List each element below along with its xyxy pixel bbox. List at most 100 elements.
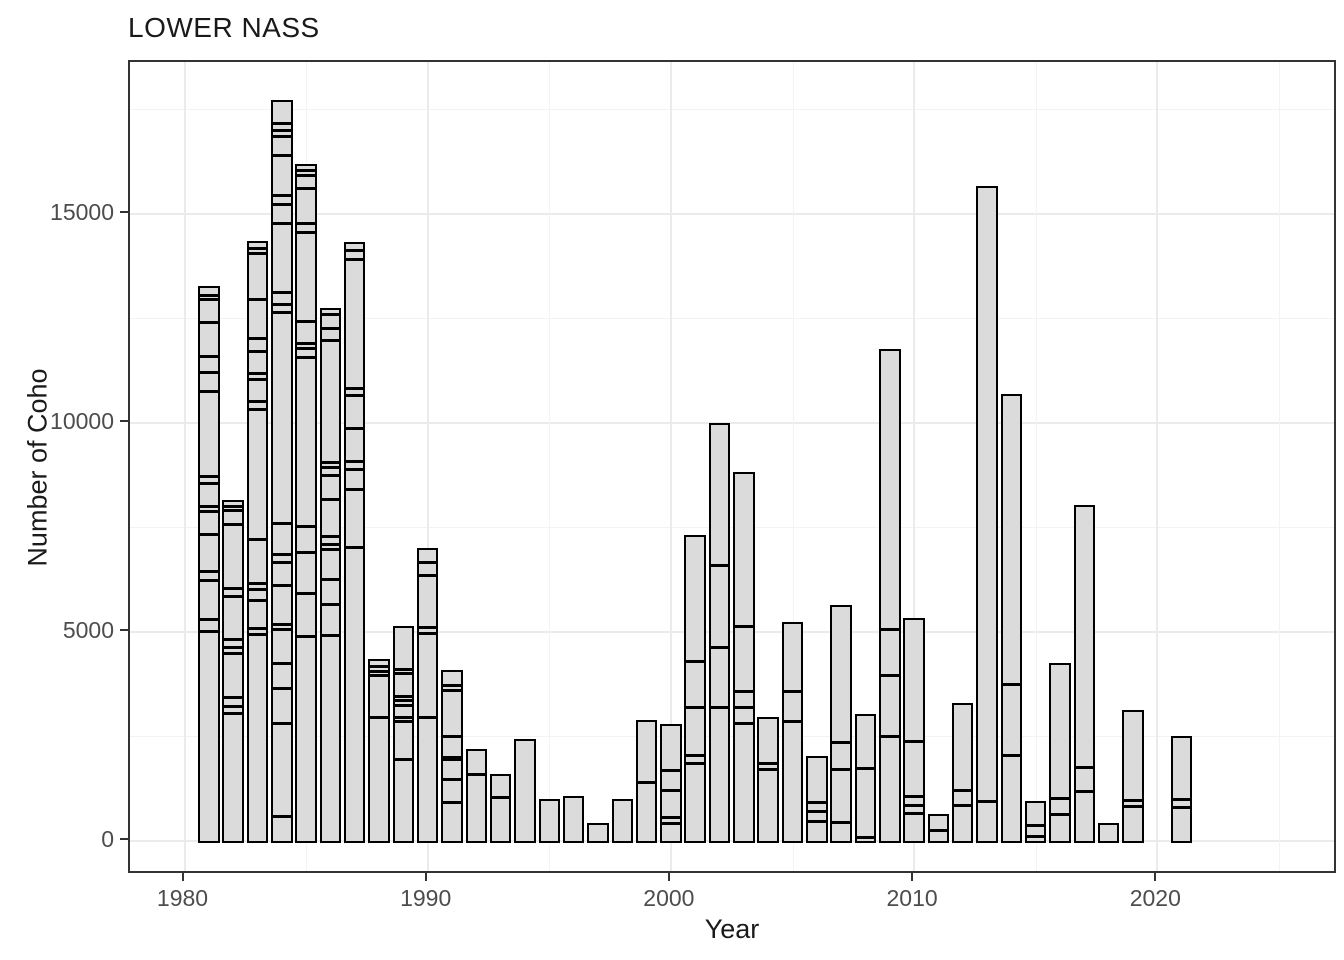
bar-2017 xyxy=(1073,504,1096,843)
segment-divider-line xyxy=(273,521,291,525)
segment-divider-line xyxy=(321,466,340,470)
segment-divider-line xyxy=(710,563,729,567)
segment-divider-line xyxy=(467,772,486,776)
segment-divider-line xyxy=(637,780,656,784)
segment-divider-line xyxy=(248,408,267,411)
bar-1982 xyxy=(222,499,244,843)
y-axis-title: Number of Coho xyxy=(22,368,53,567)
segment-divider-line xyxy=(200,504,218,508)
segment-divider-line xyxy=(856,766,875,770)
segment-divider-line xyxy=(1026,823,1045,827)
segment-divider-line xyxy=(418,561,437,565)
segment-divider-line xyxy=(297,173,315,177)
segment-divider-line xyxy=(345,488,364,492)
segment-divider-line xyxy=(905,740,923,744)
segment-divider-line xyxy=(297,525,315,529)
gridline-vertical-major xyxy=(1156,62,1159,871)
gridline-vertical-major xyxy=(913,62,916,871)
x-tick-label-2010: 2010 xyxy=(886,885,938,911)
gridline-horizontal-minor xyxy=(130,527,1334,529)
bar-2015 xyxy=(1024,801,1047,843)
bar-2004 xyxy=(757,716,779,843)
bar-1985 xyxy=(295,164,317,843)
segment-divider-line xyxy=(200,354,218,358)
segment-divider-line xyxy=(248,298,267,302)
bar-1984 xyxy=(271,100,293,843)
segment-divider-line xyxy=(953,789,972,793)
segment-divider-line xyxy=(273,221,291,225)
y-tick-mark xyxy=(120,419,128,422)
segment-divider-line xyxy=(1051,813,1069,817)
bar-1981 xyxy=(198,286,220,843)
segment-divider-line xyxy=(273,584,291,588)
segment-divider-line xyxy=(443,800,461,804)
segment-divider-line xyxy=(735,690,753,694)
segment-divider-line xyxy=(394,716,413,720)
segment-divider-line xyxy=(200,579,218,583)
segment-divider-line xyxy=(394,672,413,676)
segment-divider-line xyxy=(735,625,753,629)
segment-divider-line xyxy=(273,290,291,294)
segment-divider-line xyxy=(200,510,218,513)
segment-divider-line xyxy=(297,186,315,190)
segment-divider-line xyxy=(905,803,923,807)
segment-divider-line xyxy=(297,320,315,324)
segment-divider-line xyxy=(224,696,242,700)
y-tick-mark xyxy=(120,628,128,631)
segment-divider-line xyxy=(808,801,826,805)
segment-divider-line xyxy=(881,734,899,738)
segment-divider-line xyxy=(321,313,340,317)
segment-divider-line xyxy=(321,542,340,546)
segment-divider-line xyxy=(832,741,850,745)
segment-divider-line xyxy=(248,588,267,592)
segment-divider-line xyxy=(686,753,704,757)
bar-1988 xyxy=(368,659,390,843)
bar-1999 xyxy=(635,719,658,843)
bar-2013 xyxy=(976,186,998,843)
segment-divider-line xyxy=(345,467,364,471)
segment-divider-line xyxy=(394,757,413,761)
segment-divider-line xyxy=(832,821,850,825)
segment-divider-line xyxy=(418,573,437,577)
segment-divider-line xyxy=(200,629,218,633)
segment-divider-line xyxy=(200,481,218,485)
segment-divider-line xyxy=(1172,798,1191,801)
segment-divider-line xyxy=(443,777,461,781)
x-tick-label-1990: 1990 xyxy=(400,885,452,911)
segment-divider-line xyxy=(321,473,340,477)
segment-divider-line xyxy=(321,548,340,552)
bar-1998 xyxy=(611,799,633,843)
segment-divider-line xyxy=(224,711,242,715)
segment-divider-line xyxy=(443,684,461,688)
segment-divider-line xyxy=(200,298,218,302)
segment-divider-line xyxy=(662,816,680,820)
segment-divider-line xyxy=(1026,835,1045,839)
segment-divider-line xyxy=(248,582,267,586)
segment-divider-line xyxy=(297,551,315,555)
bar-1989 xyxy=(392,625,415,843)
segment-divider-line xyxy=(248,371,267,375)
gridline-vertical-major xyxy=(426,62,429,871)
segment-divider-line xyxy=(224,586,242,590)
bar-2012 xyxy=(951,703,974,843)
bar-2005 xyxy=(781,621,804,843)
segment-divider-line xyxy=(881,628,899,632)
bar-1997 xyxy=(587,823,609,843)
bar-1987 xyxy=(343,241,366,843)
bar-2021 xyxy=(1170,736,1193,843)
segment-divider-line xyxy=(978,799,996,803)
segment-divider-line xyxy=(273,193,291,197)
segment-divider-line xyxy=(832,767,850,771)
segment-divider-line xyxy=(905,812,923,816)
segment-divider-line xyxy=(297,341,315,345)
segment-divider-line xyxy=(321,461,340,465)
segment-divider-line xyxy=(273,202,291,206)
bar-1994 xyxy=(514,739,536,843)
segment-divider-line xyxy=(273,628,291,632)
segment-divider-line xyxy=(370,716,388,720)
segment-divider-line xyxy=(321,578,340,582)
gridline-vertical-major xyxy=(669,62,672,871)
segment-divider-line xyxy=(273,686,291,690)
segment-divider-line xyxy=(248,252,267,256)
bar-1986 xyxy=(319,308,342,843)
